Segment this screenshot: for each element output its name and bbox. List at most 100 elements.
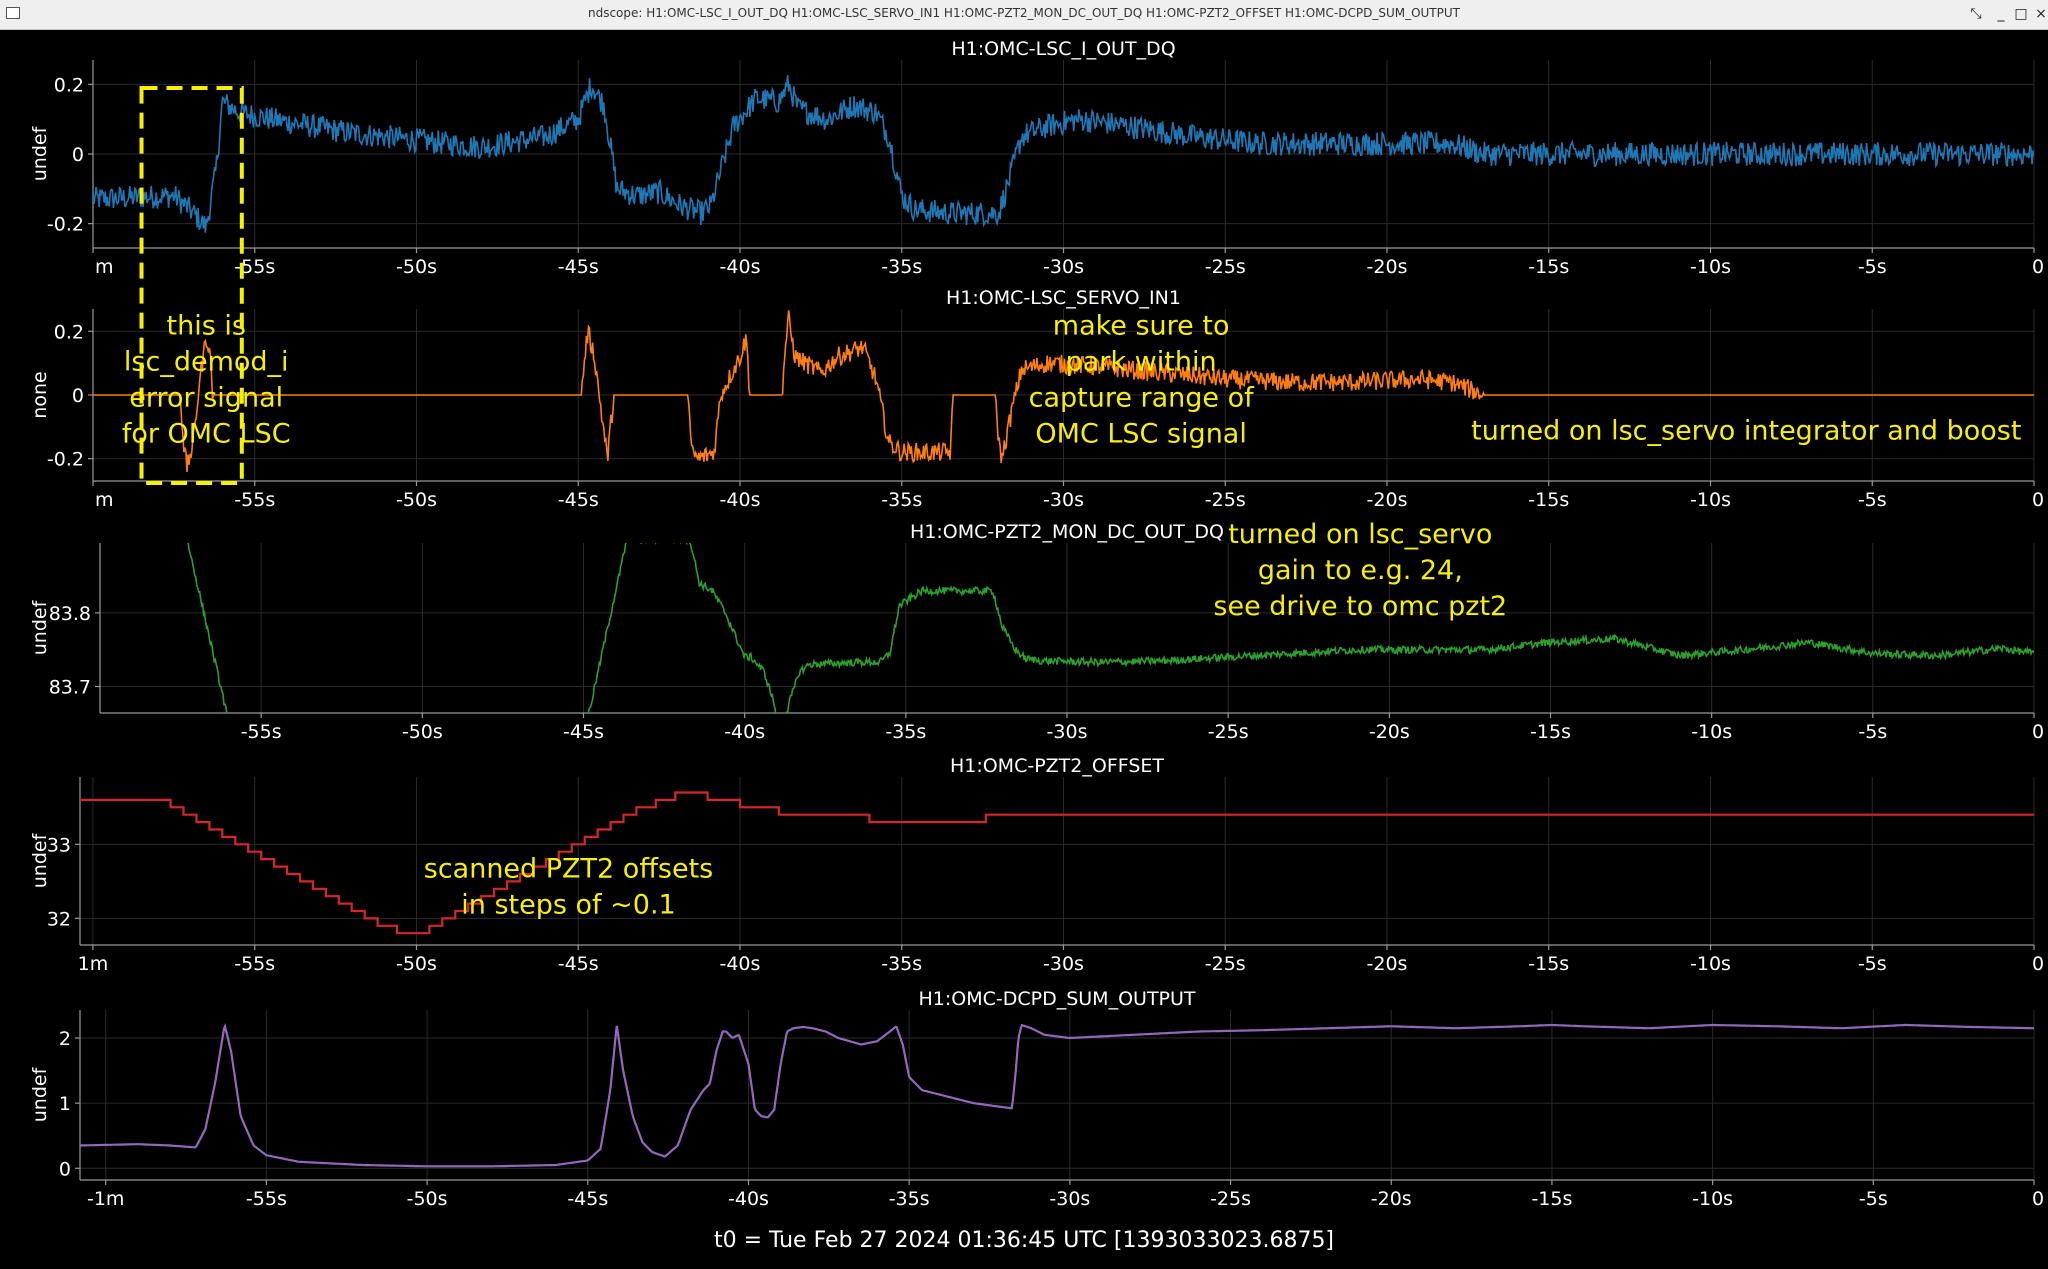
x-tick-label: -45s	[567, 1188, 608, 1210]
x-tick-label: -15s	[1528, 953, 1569, 975]
close-button[interactable]: ×	[2035, 6, 2047, 22]
x-tick-label: -55s	[241, 721, 282, 743]
x-tick-label: -40s	[720, 256, 761, 278]
x-tick-label: -40s	[720, 489, 761, 511]
x-tick-label: -10s	[1690, 256, 1731, 278]
y-tick-label: 1	[59, 1093, 71, 1115]
x-tick-label: -15s	[1528, 256, 1569, 278]
x-tick-label: 0	[2032, 953, 2044, 975]
x-tick-label: -35s	[881, 489, 922, 511]
x-tick-label: -5s	[1858, 953, 1887, 975]
x-tick-label: -15s	[1528, 489, 1569, 511]
charts-canvas[interactable]: t0 = Tue Feb 27 2024 01:36:45 UTC [13930…	[0, 30, 2048, 1269]
collapse-window-button[interactable]: ⤡	[1970, 6, 1982, 22]
y-axis-label: undef	[29, 599, 51, 655]
x-tick-label: -30s	[1047, 721, 1088, 743]
x-tick-label: -10s	[1690, 953, 1731, 975]
x-tick-label: -5s	[1858, 489, 1887, 511]
x-tick-label: -25s	[1205, 256, 1246, 278]
y-tick-label: -0.2	[47, 214, 84, 236]
x-tick-label: m	[95, 256, 114, 278]
annotation-text: turned on lsc_servo integrator and boost	[1471, 416, 2021, 447]
x-tick-label: -45s	[558, 489, 599, 511]
y-tick-label: 2	[59, 1028, 71, 1050]
x-tick-label: -35s	[889, 1188, 930, 1210]
annotation-text: make sure to	[1053, 310, 1230, 341]
x-tick-label: -5s	[1858, 721, 1887, 743]
series-line	[80, 1022, 2034, 1168]
annotation-text: park within	[1066, 346, 1217, 377]
x-tick-label: -40s	[719, 953, 760, 975]
x-tick-label: -35s	[881, 953, 922, 975]
x-tick-label: -40s	[728, 1188, 769, 1210]
plot-area[interactable]: t0 = Tue Feb 27 2024 01:36:45 UTC [13930…	[0, 30, 2048, 1269]
y-tick-label: 0	[59, 1158, 71, 1180]
window-titlebar: ndscope: H1:OMC-LSC_I_OUT_DQ H1:OMC-LSC_…	[0, 0, 2048, 30]
annotation-text: turned on lsc_servo	[1228, 519, 1492, 550]
chart-title: H1:OMC-LSC_I_OUT_DQ	[951, 38, 1175, 60]
series-line	[80, 791, 2034, 935]
x-tick-label: -55s	[234, 256, 275, 278]
chart-title: H1:OMC-PZT2_MON_DC_OUT_DQ	[910, 521, 1224, 543]
highlight-box	[139, 86, 244, 485]
t0-label: t0 = Tue Feb 27 2024 01:36:45 UTC [13930…	[714, 1228, 1334, 1253]
window-title: ndscope: H1:OMC-LSC_I_OUT_DQ H1:OMC-LSC_…	[587, 6, 1460, 20]
annotation-text: capture range of	[1029, 382, 1256, 413]
x-tick-label: -50s	[402, 721, 443, 743]
x-tick-label: -30s	[1043, 489, 1084, 511]
x-tick-label: -55s	[234, 953, 275, 975]
series-line	[93, 75, 2034, 233]
x-tick-label: -50s	[407, 1188, 448, 1210]
annotation-text: this is	[167, 310, 246, 341]
app-icon	[6, 7, 20, 19]
x-tick-label: -55s	[234, 489, 275, 511]
x-tick-label: -50s	[396, 953, 437, 975]
y-tick-label: 33	[47, 834, 71, 856]
minimize-button[interactable]: _	[1997, 6, 2005, 22]
y-axis-label: none	[29, 371, 51, 418]
chart-title: H1:OMC-DCPD_SUM_OUTPUT	[918, 988, 1195, 1010]
series-line	[93, 310, 2034, 473]
y-tick-label: 0	[72, 144, 84, 166]
x-tick-label: -20s	[1367, 256, 1408, 278]
annotation-text: error signal	[129, 382, 283, 413]
x-tick-label: -35s	[881, 256, 922, 278]
y-tick-label: -0.2	[47, 449, 84, 471]
x-tick-label: -45s	[558, 953, 599, 975]
x-tick-label: -5s	[1859, 1188, 1888, 1210]
x-tick-label: -50s	[396, 256, 437, 278]
x-tick-label: m	[95, 489, 114, 511]
x-tick-label: -30s	[1049, 1188, 1090, 1210]
x-tick-label: -20s	[1369, 721, 1410, 743]
annotation-text: for OMC LSC	[122, 418, 291, 449]
x-tick-label: -20s	[1367, 953, 1408, 975]
chart-title: H1:OMC-PZT2_OFFSET	[950, 755, 1164, 777]
y-axis-label: undef	[29, 1066, 51, 1122]
x-tick-label: 0	[2032, 1188, 2044, 1210]
y-tick-label: 32	[47, 908, 71, 930]
x-tick-label: -30s	[1043, 953, 1084, 975]
chart-title: H1:OMC-LSC_SERVO_IN1	[946, 287, 1181, 309]
x-tick-label: -35s	[885, 721, 926, 743]
series-line	[187, 543, 2034, 713]
maximize-button[interactable]: □	[2014, 6, 2028, 22]
y-tick-label: 0.2	[54, 74, 84, 96]
x-tick-label: -25s	[1205, 953, 1246, 975]
x-tick-label: -55s	[246, 1188, 287, 1210]
x-tick-label: -20s	[1371, 1188, 1412, 1210]
annotation-text: lsc_demod_i	[124, 346, 289, 377]
x-tick-label: 0	[2032, 256, 2044, 278]
y-axis-label: undef	[29, 832, 51, 888]
annotation-text: scanned PZT2 offsets	[424, 854, 714, 885]
x-tick-label: 0	[2032, 489, 2044, 511]
x-tick-label: -15s	[1530, 721, 1571, 743]
x-tick-label: -1m	[87, 1188, 124, 1210]
x-tick-label: -30s	[1043, 256, 1084, 278]
y-tick-label: 0	[72, 385, 84, 407]
x-tick-label: -10s	[1690, 489, 1731, 511]
